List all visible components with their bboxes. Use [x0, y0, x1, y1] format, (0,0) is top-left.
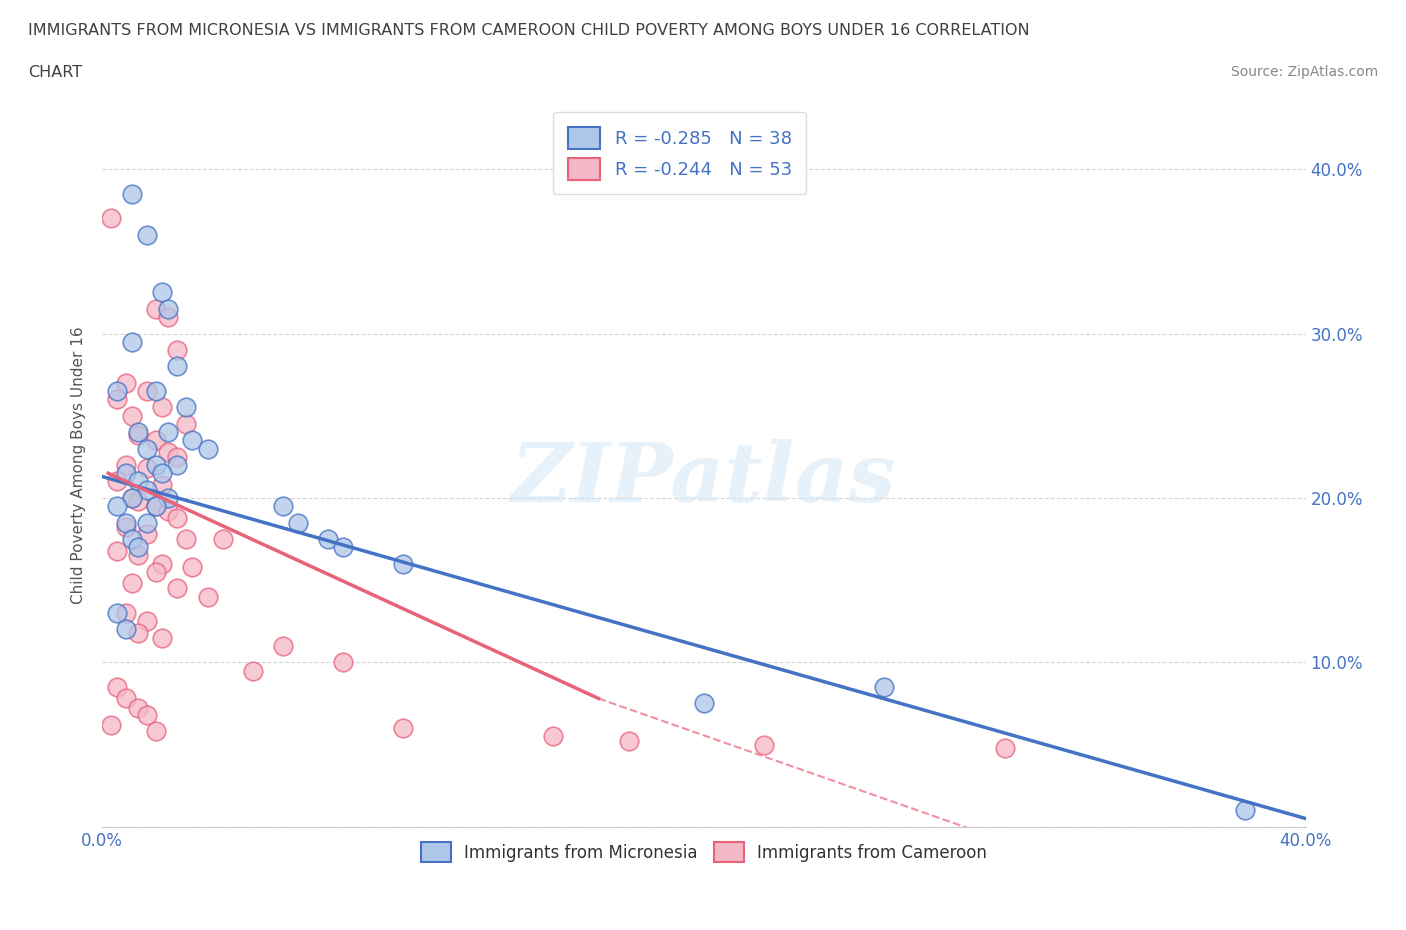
Point [105, 543, 128, 558]
Point [127, 625, 149, 640]
Text: CHART: CHART [28, 65, 82, 80]
Point [100, 211, 122, 226]
Point [150, 631, 173, 645]
Point [136, 526, 159, 541]
Point [617, 734, 640, 749]
Point [121, 532, 143, 547]
Point [176, 400, 198, 415]
Point [115, 515, 138, 530]
Point [197, 589, 219, 604]
Point [136, 708, 159, 723]
Point [127, 539, 149, 554]
Point [121, 576, 143, 591]
Point [127, 494, 149, 509]
Point [157, 310, 180, 325]
Point [136, 441, 159, 456]
Point [287, 515, 309, 530]
Point [752, 737, 775, 752]
Point [121, 408, 143, 423]
Point [150, 477, 173, 492]
Point [392, 556, 415, 571]
Point [166, 458, 188, 472]
Point [145, 301, 167, 316]
Point [994, 740, 1017, 755]
Point [145, 498, 167, 513]
Point [150, 466, 173, 481]
Point [157, 445, 180, 459]
Point [105, 392, 128, 406]
Point [176, 417, 198, 432]
Point [181, 560, 204, 575]
Point [121, 186, 143, 201]
Point [127, 548, 149, 563]
Point [145, 433, 167, 448]
Point [127, 425, 149, 440]
Point [127, 474, 149, 489]
Point [115, 691, 138, 706]
Point [100, 717, 122, 732]
Legend: Immigrants from Micronesia, Immigrants from Cameroon: Immigrants from Micronesia, Immigrants f… [413, 835, 994, 869]
Point [105, 498, 128, 513]
Point [105, 605, 128, 620]
Point [136, 483, 159, 498]
Point [150, 556, 173, 571]
Point [166, 449, 188, 464]
Point [136, 614, 159, 629]
Point [136, 461, 159, 476]
Point [145, 498, 167, 513]
Point [115, 376, 138, 391]
Point [316, 532, 339, 547]
Point [166, 581, 188, 596]
Point [157, 425, 180, 440]
Point [157, 504, 180, 519]
Point [693, 696, 716, 711]
Point [115, 605, 138, 620]
Point [145, 565, 167, 579]
Point [271, 638, 294, 653]
Text: IMMIGRANTS FROM MICRONESIA VS IMMIGRANTS FROM CAMEROON CHILD POVERTY AMONG BOYS : IMMIGRANTS FROM MICRONESIA VS IMMIGRANTS… [28, 23, 1029, 38]
Point [150, 400, 173, 415]
Point [332, 655, 354, 670]
Point [105, 383, 128, 398]
Point [136, 515, 159, 530]
Point [176, 532, 198, 547]
Point [127, 701, 149, 716]
Point [157, 490, 180, 505]
Point [157, 301, 180, 316]
Point [136, 228, 159, 243]
Point [271, 498, 294, 513]
Point [136, 383, 159, 398]
Point [197, 441, 219, 456]
Point [121, 490, 143, 505]
Point [873, 680, 896, 695]
Point [145, 724, 167, 738]
Point [145, 383, 167, 398]
Point [392, 721, 415, 736]
Point [121, 490, 143, 505]
Point [166, 511, 188, 525]
Point [115, 622, 138, 637]
Point [105, 474, 128, 489]
Point [332, 539, 354, 554]
Point [121, 334, 143, 349]
Point [115, 458, 138, 472]
Point [105, 680, 128, 695]
Point [1234, 803, 1257, 817]
Point [181, 433, 204, 448]
Point [166, 342, 188, 357]
Y-axis label: Child Poverty Among Boys Under 16: Child Poverty Among Boys Under 16 [72, 326, 86, 604]
Point [211, 532, 233, 547]
Point [145, 458, 167, 472]
Text: ZIPatlas: ZIPatlas [512, 440, 897, 520]
Point [543, 729, 565, 744]
Point [127, 428, 149, 443]
Point [166, 359, 188, 374]
Text: Source: ZipAtlas.com: Source: ZipAtlas.com [1230, 65, 1378, 79]
Point [150, 285, 173, 299]
Point [115, 466, 138, 481]
Point [115, 520, 138, 535]
Point [242, 663, 264, 678]
